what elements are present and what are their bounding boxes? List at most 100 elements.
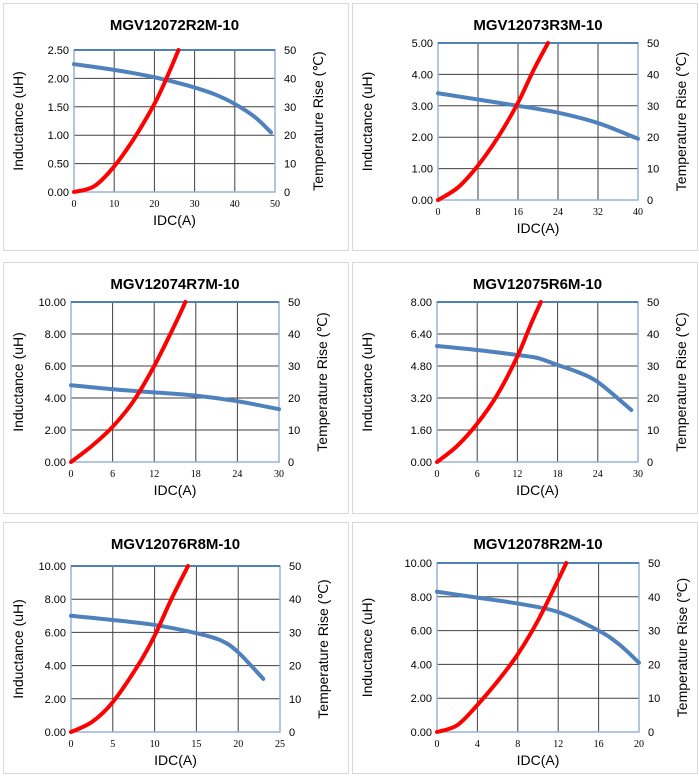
x-tick-label: 20	[233, 739, 243, 750]
inductance-series-line	[69, 613, 266, 681]
y-axis-title: Inductance (uH)	[359, 72, 375, 172]
y2-tick-label: 50	[288, 297, 300, 309]
y-tick-label: 0.00	[48, 187, 69, 199]
chart-title: MGV12073R3M-10	[473, 17, 602, 34]
x-tick-label: 30	[274, 469, 284, 480]
chart-panel: MGV12074R7M-10 0 6 12 18 24 30 0.00 2.00 4.00 6.00…	[3, 262, 349, 514]
y-tick-label: 4.80	[411, 361, 432, 373]
plot-area-border	[73, 49, 276, 193]
y-tick-label: 3.20	[411, 393, 432, 405]
x-axis-title: IDC(A)	[154, 752, 197, 768]
y2-tick-label: 0	[648, 727, 654, 739]
x-axis-title: IDC(A)	[517, 220, 560, 236]
x-axis-title: IDC(A)	[153, 212, 196, 228]
chart-svg: MGV12075R6M-10 0 6 12 18 24 30 0.00 1.60 3.20 4.80…	[359, 276, 689, 498]
y2-tick-label: 50	[647, 297, 659, 309]
chart-title: MGV12078R2M-10	[473, 536, 602, 553]
x-tick-label: 0	[435, 469, 440, 480]
y2-tick-label: 10	[647, 425, 659, 437]
chart-panel: MGV12072R2M-10 0 10 20 30 40 50 0.00 0.50 1.00 1.5…	[3, 3, 349, 251]
x-tick-label: 10	[150, 739, 160, 750]
y-tick-label: 2.00	[48, 73, 69, 85]
x-tick-label: 6	[110, 469, 115, 480]
y-tick-label: 1.00	[412, 164, 433, 176]
temperature-series-line	[69, 564, 191, 734]
y2-tick-label: 20	[289, 661, 301, 673]
y2-tick-label: 30	[648, 626, 660, 638]
inductance-series-line	[72, 62, 273, 135]
x-tick-label: 8	[515, 739, 520, 750]
y2-axis-title: Temperature Rise (℃)	[673, 312, 689, 451]
y2-tick-label: 40	[647, 329, 659, 341]
y-tick-label: 2.00	[45, 425, 66, 437]
x-tick-label: 0	[72, 199, 77, 210]
y2-tick-label: 0	[647, 457, 653, 469]
y2-tick-label: 50	[647, 38, 659, 50]
x-tick-label: 40	[230, 199, 240, 210]
chart-svg: MGV12076R8M-10 0 5 10 15 20 25 0.00 2.00 4.00 6.00…	[10, 536, 331, 768]
y-tick-label: 0.00	[411, 457, 432, 469]
y2-tick-label: 30	[647, 361, 659, 373]
y2-tick-label: 30	[647, 101, 659, 113]
inductance-series-line	[435, 589, 641, 665]
x-tick-label: 16	[513, 207, 523, 218]
y-tick-label: 8.00	[411, 592, 432, 604]
y2-tick-label: 10	[284, 159, 296, 171]
y-tick-label: 2.00	[45, 694, 66, 706]
y-tick-label: 4.00	[45, 393, 66, 405]
y2-axis-title: Temperature Rise (℃)	[673, 52, 689, 191]
y-tick-label: 4.00	[412, 69, 433, 81]
x-tick-label: 20	[634, 739, 644, 750]
y2-tick-label: 0	[288, 457, 294, 469]
temperature-series-line	[435, 561, 569, 734]
y2-tick-label: 20	[288, 393, 300, 405]
x-tick-label: 15	[191, 739, 201, 750]
x-tick-label: 25	[275, 739, 285, 750]
x-tick-label: 6	[475, 469, 480, 480]
y-tick-label: 10.00	[38, 297, 66, 309]
chart-panel: MGV12075R6M-10 0 6 12 18 24 30 0.00 1.60 3.20 4.80…	[352, 262, 698, 514]
y-tick-label: 10.00	[38, 561, 66, 573]
y2-tick-label: 10	[647, 164, 659, 176]
chart-title: MGV12076R8M-10	[111, 536, 240, 553]
chart-panel: MGV12073R3M-10 0 8 16 24 32 40 0.00 1.00 2.00 3.00…	[352, 3, 698, 251]
y2-tick-label: 40	[284, 73, 296, 85]
y2-axis-title: Temperature Rise (℃)	[674, 578, 690, 717]
y-tick-label: 1.00	[48, 130, 69, 142]
x-tick-label: 32	[593, 207, 603, 218]
chart-panel: MGV12078R2M-10 0 4 8 12 16 20 0.00 2.00 4.00 6.00 8…	[352, 522, 698, 774]
x-tick-label: 12	[553, 739, 563, 750]
chart-panel: MGV12076R8M-10 0 5 10 15 20 25 0.00 2.00 4.00 6.00…	[3, 522, 349, 774]
y-axis-title: Inductance (uH)	[359, 598, 375, 698]
x-tick-label: 0	[435, 739, 440, 750]
y2-tick-label: 20	[647, 393, 659, 405]
y2-tick-label: 50	[284, 45, 296, 57]
y2-tick-label: 30	[284, 102, 296, 114]
y-tick-label: 1.50	[48, 102, 69, 114]
y2-tick-label: 40	[647, 69, 659, 81]
y2-tick-label: 20	[647, 132, 659, 144]
y-tick-label: 6.00	[45, 627, 66, 639]
x-axis-title: IDC(A)	[517, 752, 560, 768]
inductance-series-line	[436, 91, 640, 141]
y-tick-label: 4.00	[411, 659, 432, 671]
x-tick-label: 0	[69, 469, 74, 480]
y-tick-label: 3.00	[412, 101, 433, 113]
x-tick-label: 0	[69, 739, 74, 750]
y2-axis-title: Temperature Rise (℃)	[314, 312, 330, 451]
x-tick-label: 16	[594, 739, 604, 750]
chart-svg: MGV12078R2M-10 0 4 8 12 16 20 0.00 2.00 4.00 6.00 8…	[359, 536, 690, 768]
x-tick-label: 12	[512, 469, 522, 480]
temperature-series-line	[72, 48, 181, 194]
y2-tick-label: 0	[647, 195, 653, 207]
x-tick-label: 8	[476, 207, 481, 218]
y2-tick-label: 40	[288, 329, 300, 341]
inductance-series-line	[69, 383, 281, 412]
x-tick-label: 30	[633, 469, 643, 480]
y2-tick-label: 10	[648, 693, 660, 705]
y2-tick-label: 40	[289, 594, 301, 606]
y-tick-label: 1.60	[411, 425, 432, 437]
y-tick-label: 8.00	[45, 329, 66, 341]
y-tick-label: 0.00	[45, 727, 66, 739]
y2-axis-title: Temperature Rise (℃)	[315, 579, 331, 718]
